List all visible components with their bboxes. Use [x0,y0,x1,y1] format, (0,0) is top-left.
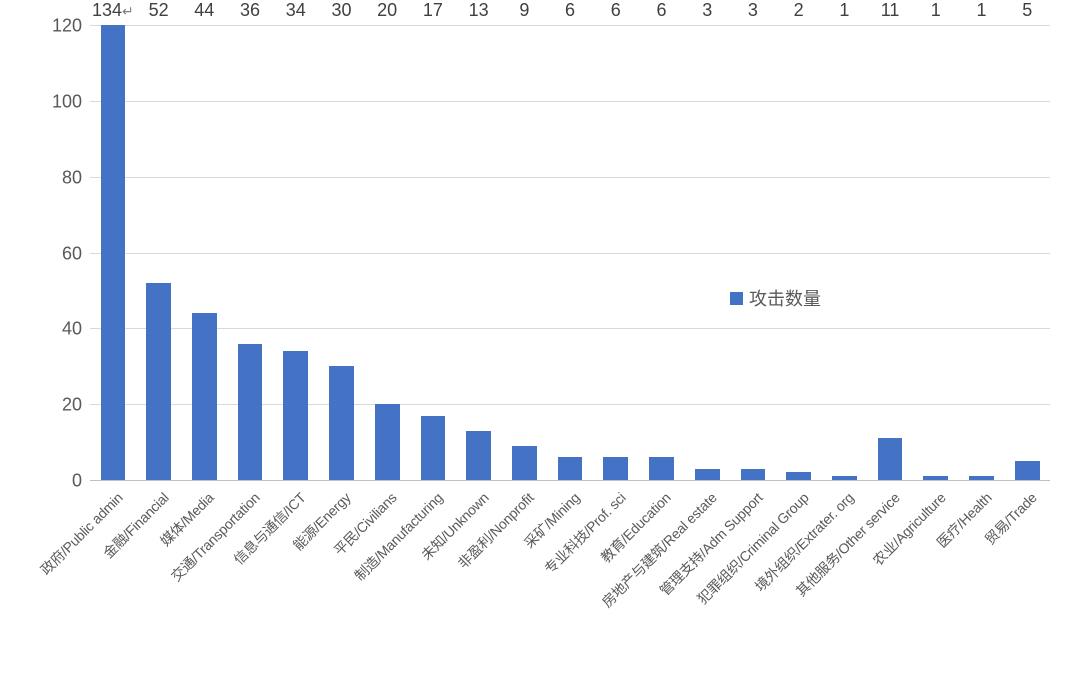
x-label-slot: 平民/Civilians [364,482,410,682]
bar-value-label: 1 [977,0,987,21]
x-axis-labels: 政府/Public admin金融/Financial媒体/Media交通/Tr… [90,482,1050,682]
bar [283,351,308,480]
bar-value-label: 1 [839,0,849,21]
bar [1015,461,1040,480]
legend-label: 攻击数量 [749,285,821,311]
bar [421,416,446,480]
bar-value-label: 9 [519,0,529,21]
bar-value-label: 2 [794,0,804,21]
y-tick-label: 120 [52,16,82,37]
bar-slot: 6 [593,25,639,480]
bar [741,469,766,480]
x-label-slot: 能源/Energy [319,482,365,682]
x-label-slot: 信息与通信/ICT [273,482,319,682]
bar [878,438,903,480]
bar-slot: 3 [730,25,776,480]
x-label-slot: 未知/Unknown [456,482,502,682]
bar-value-label: 5 [1022,0,1032,21]
x-label-slot: 农业/Agriculture [913,482,959,682]
x-label-slot: 交通/Transportation [227,482,273,682]
legend-swatch [730,292,743,305]
x-label-slot: 其他服务/Other service [867,482,913,682]
bar-value-label: 3 [702,0,712,21]
bar [969,476,994,480]
bar-slot: 2 [776,25,822,480]
bar [649,457,674,480]
bar [558,457,583,480]
bar-slot: 9 [501,25,547,480]
bar [512,446,537,480]
bar [695,469,720,480]
bar [375,404,400,480]
y-tick-label: 80 [62,167,82,188]
y-tick-label: 0 [72,471,82,492]
bar-value-label: 6 [565,0,575,21]
bar-slot: 52 [136,25,182,480]
bar [832,476,857,480]
bar-value-label: 3 [748,0,758,21]
bar-value-label: 52 [149,0,169,21]
bar-slot: 44 [181,25,227,480]
bar-value-label: 11 [881,0,900,21]
overflow-marker-icon: ↵ [122,3,134,19]
bar-slot: 20 [364,25,410,480]
bar [192,313,217,480]
bar-slot: 34 [273,25,319,480]
bar-slot: 13 [456,25,502,480]
bar-slot: 36 [227,25,273,480]
x-label-slot: 媒体/Media [181,482,227,682]
y-tick-label: 100 [52,91,82,112]
bar [101,25,126,480]
bar-slot: 30 [319,25,365,480]
plot-area: 020406080100120 134↵52443634302017139666… [90,25,1050,480]
bar-slot: 134↵ [90,25,136,480]
bar-value-label: 36 [240,0,260,21]
bar [603,457,628,480]
bar-slot: 6 [547,25,593,480]
bar-slot: 17 [410,25,456,480]
bars-group: 134↵52443634302017139666332111115 [90,25,1050,480]
bar-slot: 6 [639,25,685,480]
x-label-slot: 医疗/Health [959,482,1005,682]
bar-slot: 5 [1004,25,1050,480]
x-label-slot: 贸易/Trade [1004,482,1050,682]
bar-value-label: 34 [286,0,306,21]
bar-slot: 1 [822,25,868,480]
bar [923,476,948,480]
chart-legend: 攻击数量 [730,285,821,311]
bar-slot: 1 [913,25,959,480]
bar-chart: 020406080100120 134↵52443634302017139666… [30,10,1060,660]
bar-value-label: 17 [423,0,443,21]
x-label-slot: 境外组织/Extrater. org [822,482,868,682]
bar-value-label: 6 [656,0,666,21]
bar-value-label: 1 [931,0,941,21]
x-label-slot: 政府/Public admin [90,482,136,682]
x-label-slot: 非盈利/Nonprofit [501,482,547,682]
bar-value-label: 13 [469,0,489,21]
bar-value-label: 6 [611,0,621,21]
bar-slot: 3 [684,25,730,480]
bar-value-label: 30 [331,0,351,21]
gridline: 0 [90,480,1050,481]
x-label-slot: 制造/Manufacturing [410,482,456,682]
bar-value-label: 20 [377,0,397,21]
bar-value-label: 44 [194,0,214,21]
x-label-slot: 金融/Financial [136,482,182,682]
bar [238,344,263,481]
bar-slot: 11 [867,25,913,480]
bar [786,472,811,480]
bar-slot: 1 [959,25,1005,480]
y-tick-label: 60 [62,243,82,264]
bar [329,366,354,480]
x-label-slot: 采矿/Mining [547,482,593,682]
y-tick-label: 40 [62,319,82,340]
bar-value-label: 134↵ [92,0,134,21]
bar [146,283,171,480]
bar [466,431,491,480]
y-tick-label: 20 [62,395,82,416]
